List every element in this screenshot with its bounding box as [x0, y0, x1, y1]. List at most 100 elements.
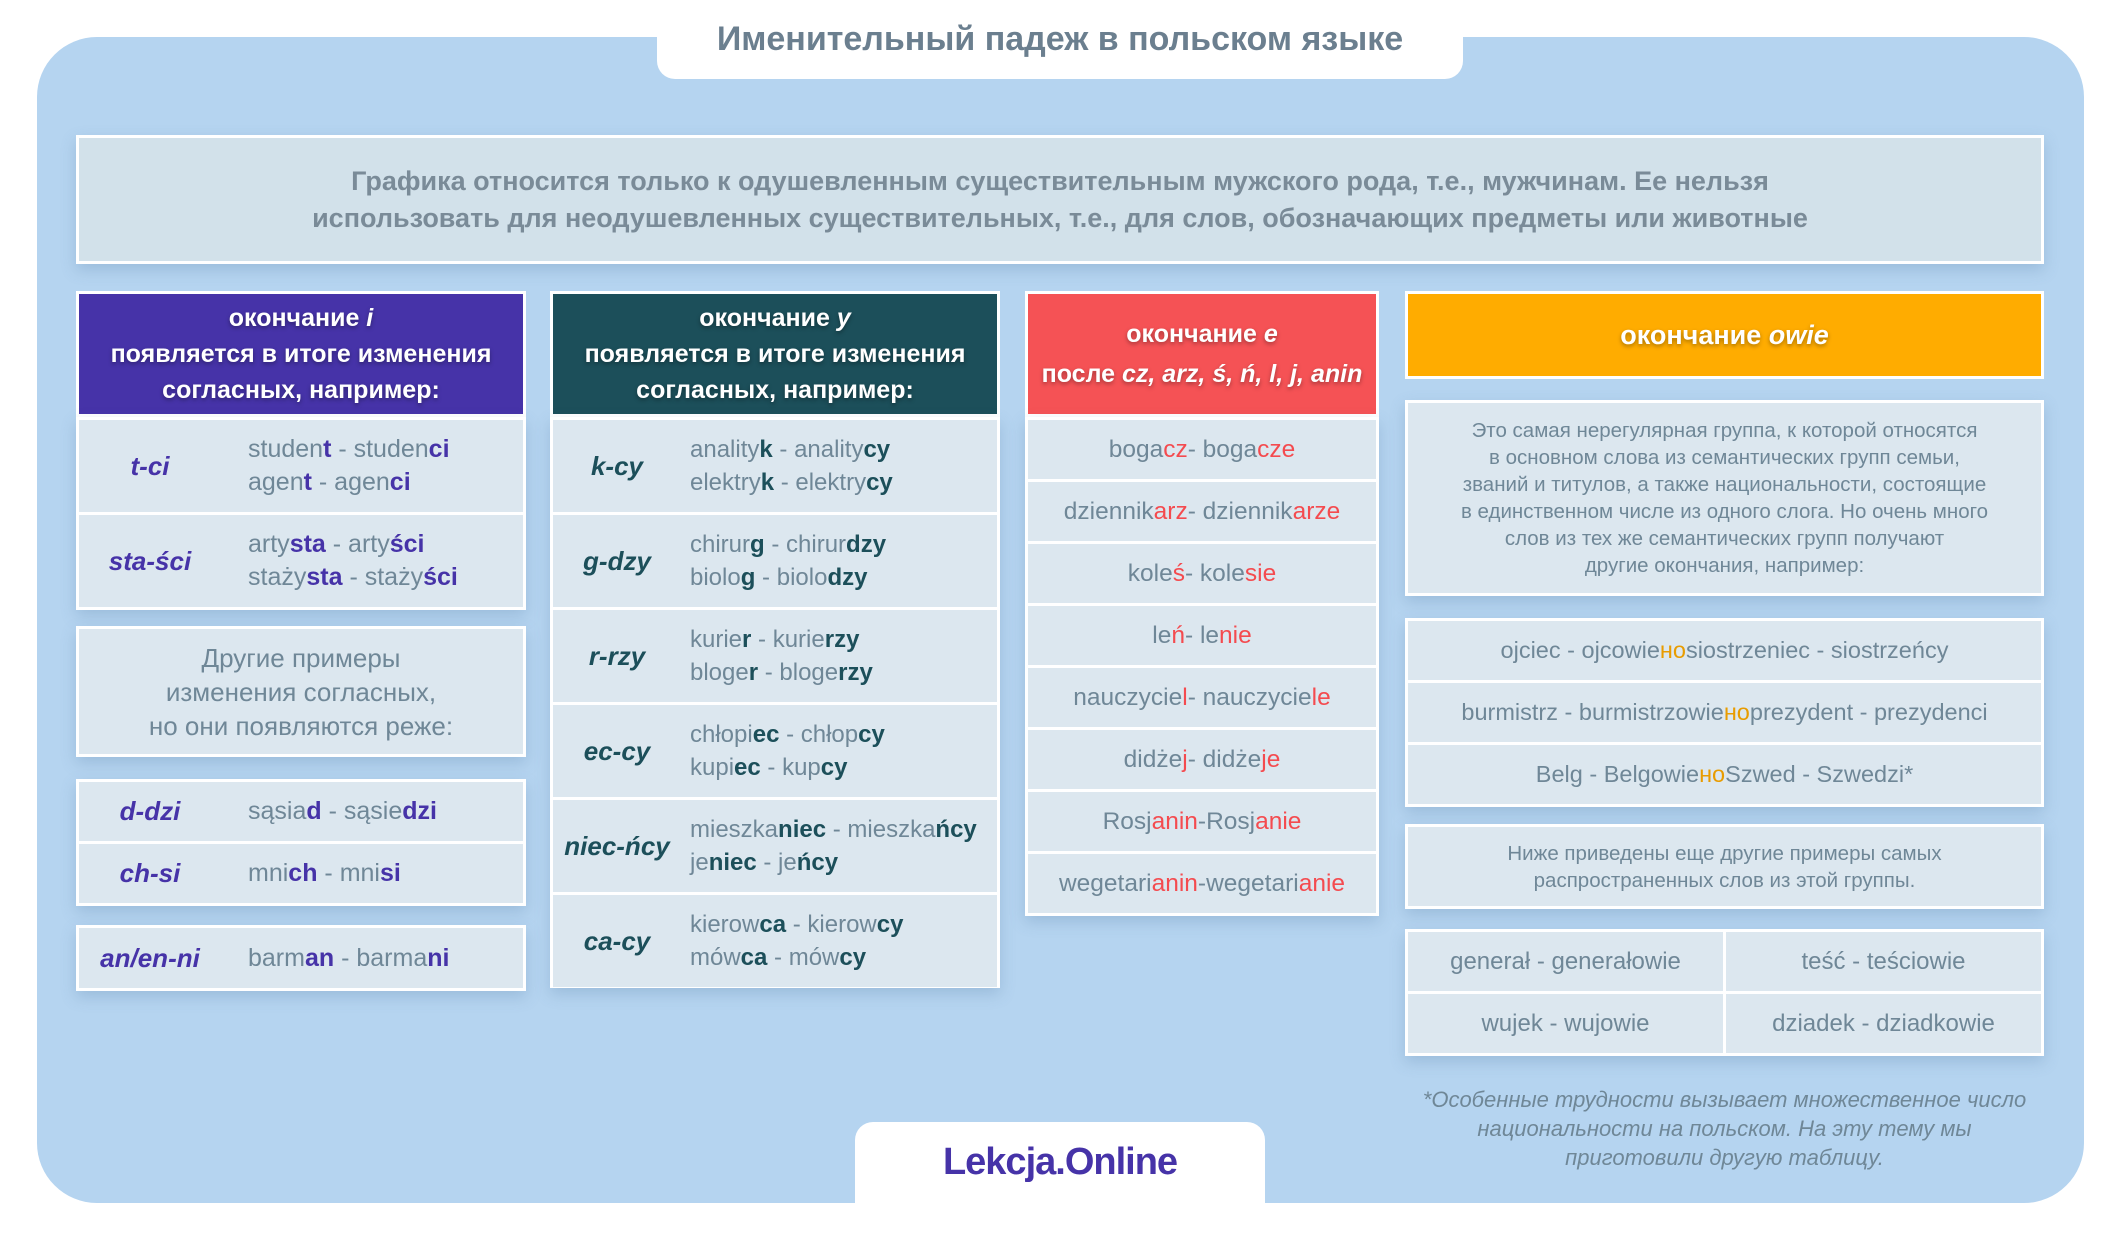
word-ending-highlight: ci	[389, 468, 411, 496]
word-part: biolo	[690, 564, 741, 591]
change-pattern: sta-ści	[108, 545, 192, 576]
example-line: chirurg - chirurdzy	[690, 528, 886, 561]
table-row: didże j - didże je	[1028, 730, 1376, 789]
word-ending-highlight: si	[379, 859, 401, 887]
example-words: didże j - didże je	[1028, 730, 1376, 789]
example-words: mieszkaniec - mieszkańcy jeniec - jeńcy	[690, 800, 977, 892]
word-ending-highlight: ca	[759, 911, 787, 938]
word-part: didże	[1123, 745, 1183, 773]
word-ending-highlight: sta	[289, 530, 326, 558]
word-ending-highlight: cz	[1163, 435, 1188, 463]
example-line: elektryk - elektrycy	[690, 466, 893, 499]
description-line: званий и титулов, а также национальности…	[1462, 473, 1987, 496]
word-part: anality	[690, 436, 760, 463]
footnote-line: национальности на польском. На эту тему …	[1477, 1116, 1972, 1141]
word-part: agen	[248, 468, 304, 496]
table-row: an/en-ni barman - barmani	[79, 928, 523, 988]
table-ending-e: boga cz - boga cze dziennik arz - dziennik ar…	[1025, 417, 1379, 916]
example-words: le ń - le nie	[1028, 606, 1376, 665]
word-ending-highlight: cy	[820, 754, 848, 781]
word-part: chłopi	[690, 721, 753, 748]
word-part: - barma	[334, 943, 428, 972]
word-ending-highlight: cy	[863, 436, 891, 463]
example-words: dziadek - dziadkowie	[1772, 1009, 1995, 1037]
word-part: - je	[756, 849, 797, 876]
word-ending-highlight: dzy	[827, 564, 868, 591]
word-ending-highlight: niec	[708, 849, 757, 876]
footnote-line: *Особенные трудности вызывает множествен…	[1422, 1087, 2027, 1112]
word-part: staży	[248, 563, 307, 591]
table-row: g-dzy chirurg - chirurdzy biolog - biolodz…	[553, 515, 997, 607]
grid-cell: dziadek - dziadkowie	[1726, 994, 2041, 1053]
example-words: chłopiec - chłopcy kupiec - kupcy	[690, 705, 885, 797]
example-words: sąsiad - sąsiedzi	[248, 782, 437, 841]
description-line: Это самая нерегулярная группа, к которой…	[1471, 419, 1978, 442]
word-ending-highlight: ń	[1171, 621, 1185, 649]
word-ending-highlight: ś	[1172, 559, 1185, 587]
example-line: kupiec - kupcy	[690, 751, 885, 784]
table-ending-i: t-ci student - studenci agent - agenci sta-…	[76, 417, 526, 610]
word-part: kierow	[690, 911, 760, 938]
word-part: - boga	[1187, 435, 1258, 463]
word-ending-highlight: t	[323, 435, 332, 463]
example-line: agent - agenci	[248, 466, 450, 499]
example-line: kierowca - kierowcy	[690, 908, 903, 941]
header-title: окончание e	[1126, 314, 1277, 354]
header-subtitle: появляется в итоге изменения	[584, 340, 966, 368]
table-row: ch-si mnich - mnisi	[79, 844, 523, 903]
example-line: artysta - artyści	[248, 528, 458, 561]
change-pattern: k-cy	[590, 450, 644, 481]
word-ending-highlight: d	[306, 797, 322, 825]
word-ending-highlight: но	[1723, 699, 1750, 725]
word-part: - studen	[331, 435, 429, 463]
word-ending-highlight: ści	[423, 563, 458, 591]
example-words: barman - barmani	[248, 928, 449, 988]
change-pattern: g-dzy	[583, 545, 651, 576]
note-line: Ниже приведены еще другие примеры самых	[1507, 841, 1942, 865]
word-ending-highlight: ńcy	[935, 816, 977, 843]
example-words: kole ś - kole sie	[1028, 544, 1376, 603]
page-title: Именительный падеж в польском языке	[657, 0, 1463, 79]
example-line: jeniec - jeńcy	[690, 846, 977, 879]
word-part: - mów	[767, 944, 840, 971]
word-ending-highlight: anin	[1151, 807, 1198, 835]
word-part: prezydent - prezydenci	[1749, 699, 1988, 725]
header-subtitle: согласных, например:	[636, 376, 914, 404]
word-ending-highlight: rzy	[838, 659, 873, 686]
other-examples-note: Другие примеры изменения согласных, но о…	[76, 626, 526, 757]
table-row: d-dzi sąsiad - sąsiedzi	[79, 782, 523, 841]
word-part: je	[690, 849, 709, 876]
example-words: burmistrz - burmistrzowie но prezydent -…	[1408, 683, 2041, 742]
grid-cell: generał - generałowie	[1408, 932, 1723, 991]
note-line: Другие примеры	[201, 642, 401, 673]
word-ending-highlight: sta	[306, 563, 343, 591]
word-part: - mieszka	[826, 816, 936, 843]
word-ending-highlight: g	[740, 564, 756, 591]
word-part: -wegetari	[1197, 869, 1299, 897]
header-ending: i	[366, 304, 374, 332]
word-part: boga	[1108, 435, 1164, 463]
owie-description: Это самая нерегулярная группа, к которой…	[1405, 400, 2044, 596]
word-ending-highlight: ci	[428, 435, 450, 463]
example-line: stażysta - stażyści	[248, 561, 458, 594]
word-ending-highlight: ch	[288, 859, 318, 887]
table-rare-changes: d-dzi sąsiad - sąsiedzi ch-si mnich - mnisi	[76, 779, 526, 906]
table-row: dziennik arz - dziennik arze	[1028, 482, 1376, 541]
header-title: окончание i	[229, 300, 374, 336]
intro-note: Графика относится только к одушевленным …	[76, 135, 2044, 264]
word-part: - chirur	[764, 531, 847, 558]
example-words: artysta - artyści stażysta - stażyści	[248, 515, 458, 607]
word-ending-highlight: cy	[858, 721, 885, 748]
word-ending-highlight: k	[759, 436, 773, 463]
word-part: - nauczycie	[1187, 683, 1312, 711]
lekcja-online-logo[interactable]: Lekcja.Online	[942, 1141, 1178, 1183]
table-owie-exceptions: ojciec - ojcowie но siostrzeniec - siost…	[1405, 618, 2044, 807]
example-words: teść - teściowie	[1801, 947, 1966, 975]
table-row: Rosj anin -Rosj anie	[1028, 792, 1376, 851]
note-line: изменения согласных,	[165, 676, 437, 707]
table-row: sta-ści artysta - artyści stażysta - staży…	[79, 515, 523, 607]
table-owie-examples: generał - generałowie teść - teściowie wuj…	[1405, 929, 2044, 1056]
grid-cell: wujek - wujowie	[1408, 994, 1723, 1053]
table-row: t-ci student - studenci agent - agenci	[79, 420, 523, 512]
word-ending-highlight: cy	[876, 911, 904, 938]
